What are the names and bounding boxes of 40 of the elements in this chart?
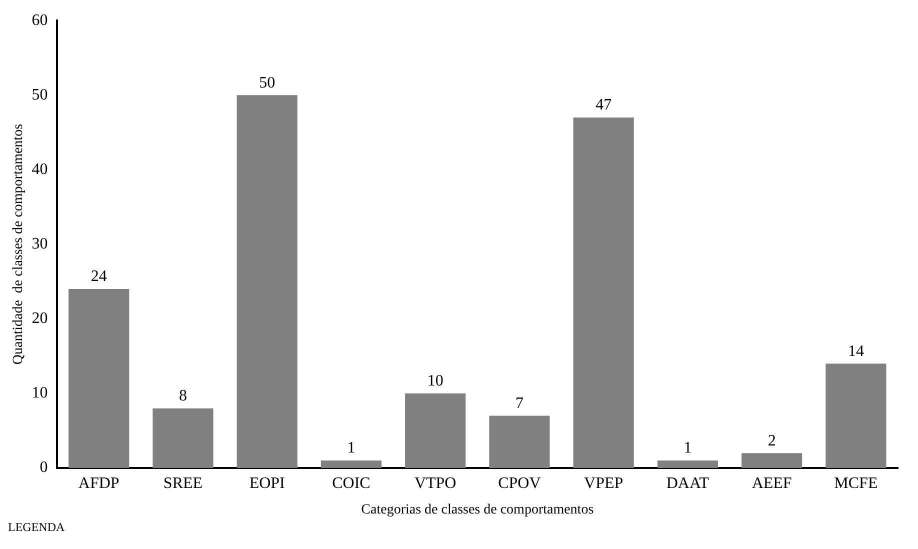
y-tick-label: 50 bbox=[32, 86, 48, 104]
y-axis-title: Quantidade de classes de comportamentos bbox=[11, 124, 26, 365]
bar bbox=[573, 118, 634, 468]
data-label: 8 bbox=[178, 388, 187, 405]
x-tick-label: EOPI bbox=[249, 474, 285, 492]
x-tick-label: VTPO bbox=[414, 474, 456, 492]
x-tick-label: AEEF bbox=[752, 474, 792, 492]
x-tick-label: VPEP bbox=[584, 474, 624, 492]
data-label: 10 bbox=[427, 372, 444, 390]
y-tick-label: 20 bbox=[32, 310, 48, 328]
data-label: 47 bbox=[596, 96, 612, 114]
data-label: 50 bbox=[259, 74, 276, 92]
x-tick-label: SREE bbox=[163, 474, 203, 492]
x-tick-label: CPOV bbox=[498, 474, 542, 492]
y-tick-label: 30 bbox=[32, 236, 48, 253]
x-tick-label: DAAT bbox=[666, 474, 710, 492]
x-tick-label: COIC bbox=[332, 474, 370, 492]
data-label: 14 bbox=[848, 342, 864, 360]
bar bbox=[320, 460, 382, 468]
data-label: 2 bbox=[768, 432, 776, 450]
x-tick-label: AFDP bbox=[78, 474, 120, 492]
bar bbox=[236, 95, 298, 468]
bar bbox=[826, 364, 886, 468]
data-label: 7 bbox=[515, 395, 524, 412]
bar bbox=[405, 393, 466, 468]
y-tick-label: 0 bbox=[40, 459, 48, 476]
bar bbox=[742, 453, 802, 468]
y-tick-label: 10 bbox=[32, 384, 48, 402]
x-tick-label: MCFE bbox=[834, 474, 878, 492]
bar bbox=[489, 416, 550, 468]
bar bbox=[657, 460, 718, 468]
text: LEGENDA bbox=[8, 520, 66, 535]
y-tick-label: 60 bbox=[32, 12, 48, 29]
x-axis-title: Categorias de classes de comportamentos bbox=[361, 502, 594, 518]
data-label: 24 bbox=[90, 268, 107, 286]
data-label: 1 bbox=[347, 440, 356, 457]
bar bbox=[68, 289, 130, 468]
bar bbox=[152, 408, 214, 468]
data-label: 1 bbox=[684, 440, 692, 457]
y-tick-label: 40 bbox=[32, 160, 48, 178]
